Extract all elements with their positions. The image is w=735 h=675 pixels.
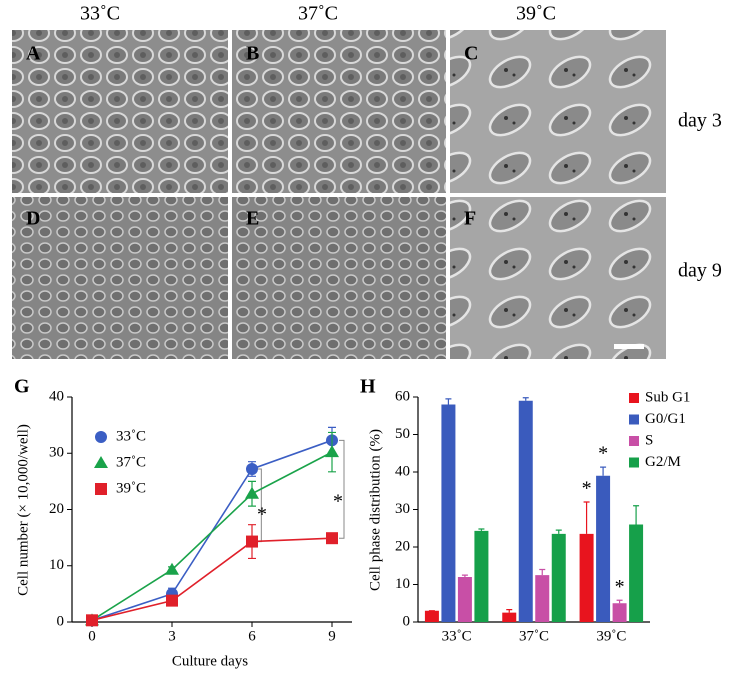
bar [441,404,456,622]
panel-letter: E [246,208,259,230]
bracket [339,439,345,539]
micrograph [450,197,666,359]
legend-swatch [629,393,639,403]
marker [166,594,178,607]
bar [612,603,627,622]
micrographs: 33˚C 37˚C 39˚C day 3 day 9 A B C D E F [12,3,722,359]
error-bar [539,568,546,576]
bar [502,612,517,622]
y-tick-label: 30 [395,501,410,517]
marker [325,445,339,458]
error-bar [445,398,452,405]
micrograph [450,30,666,193]
marker [165,562,179,575]
legend-swatch [629,457,639,468]
marker [246,463,258,475]
marker [94,456,108,468]
chart-title: H [360,376,376,398]
y-tick-label: 50 [395,426,410,442]
line [91,537,333,622]
marker [86,614,98,627]
error-bar [600,466,607,476]
bar [579,533,594,622]
panel-letter: F [464,208,476,230]
y-tick-label: 40 [49,388,64,404]
micrograph [12,197,228,359]
y-tick-label: 0 [57,613,65,629]
x-tick-label: 9 [328,628,336,644]
x-tick-label: 37˚C [519,628,549,644]
panel-letter: C [464,43,478,65]
marker [95,431,107,443]
row-label: day 3 [678,110,722,132]
legend-label: Sub G1 [645,389,690,405]
bar [457,577,472,622]
legend-label: 33˚C [116,428,146,444]
annotation: * [615,576,625,598]
bar [424,610,439,622]
legend-label: G0/G1 [645,411,686,427]
x-tick-label: 3 [168,628,176,644]
y-tick-label: 10 [49,557,64,573]
error-bar [478,528,485,531]
row-label: day 9 [678,260,722,282]
marker [95,483,107,495]
y-tick-label: 30 [49,445,64,461]
y-tick-label: 0 [403,613,411,629]
x-axis-label: Culture days [172,653,248,669]
line [91,451,333,621]
micrograph [232,197,446,359]
legend-label: 39˚C [116,480,146,496]
panel-letter: D [26,208,40,230]
error-bar [633,505,640,525]
x-tick-label: 0 [88,628,96,644]
bar [474,530,489,622]
legend-swatch [629,414,639,425]
column-header: 37˚C [298,3,338,25]
error-bar [522,397,529,401]
y-axis-label: Cell number (× 10,000/well) [15,424,31,596]
x-tick-label: 39˚C [596,628,626,644]
marker [245,486,259,499]
marker [246,535,258,548]
column-header: 39˚C [516,3,556,25]
error-bar [506,609,513,613]
annotation: * [582,478,592,500]
micrograph [232,30,446,193]
x-tick-label: 33˚C [442,628,472,644]
error-bar [461,574,468,577]
bar [535,575,550,622]
panel-letter: B [246,43,259,65]
scale-bar [614,344,644,349]
bar [551,533,566,622]
error-bar [555,529,562,534]
error-bar [583,501,590,534]
annotation: * [257,504,267,526]
legend-label: 37˚C [116,454,146,470]
annotation: * [598,443,608,465]
micrograph [12,30,228,193]
x-tick-label: 6 [248,628,256,644]
chart-title: G [14,376,30,398]
y-tick-label: 20 [49,501,64,517]
column-header: 33˚C [80,3,120,25]
legend-label: G2/M [645,454,681,470]
marker [326,532,338,545]
y-tick-label: 10 [395,576,410,592]
y-tick-label: 20 [395,538,410,554]
y-axis-label: Cell phase distribution (%) [367,429,383,591]
y-tick-label: 40 [395,463,410,479]
panel-letter: A [26,43,41,65]
legend-swatch [629,436,639,446]
error-bar [616,599,623,604]
legend-label: S [645,432,653,448]
y-tick-label: 60 [395,388,410,404]
bar [629,524,644,622]
bar [596,475,611,622]
annotation: * [333,491,343,513]
bar [518,400,533,622]
